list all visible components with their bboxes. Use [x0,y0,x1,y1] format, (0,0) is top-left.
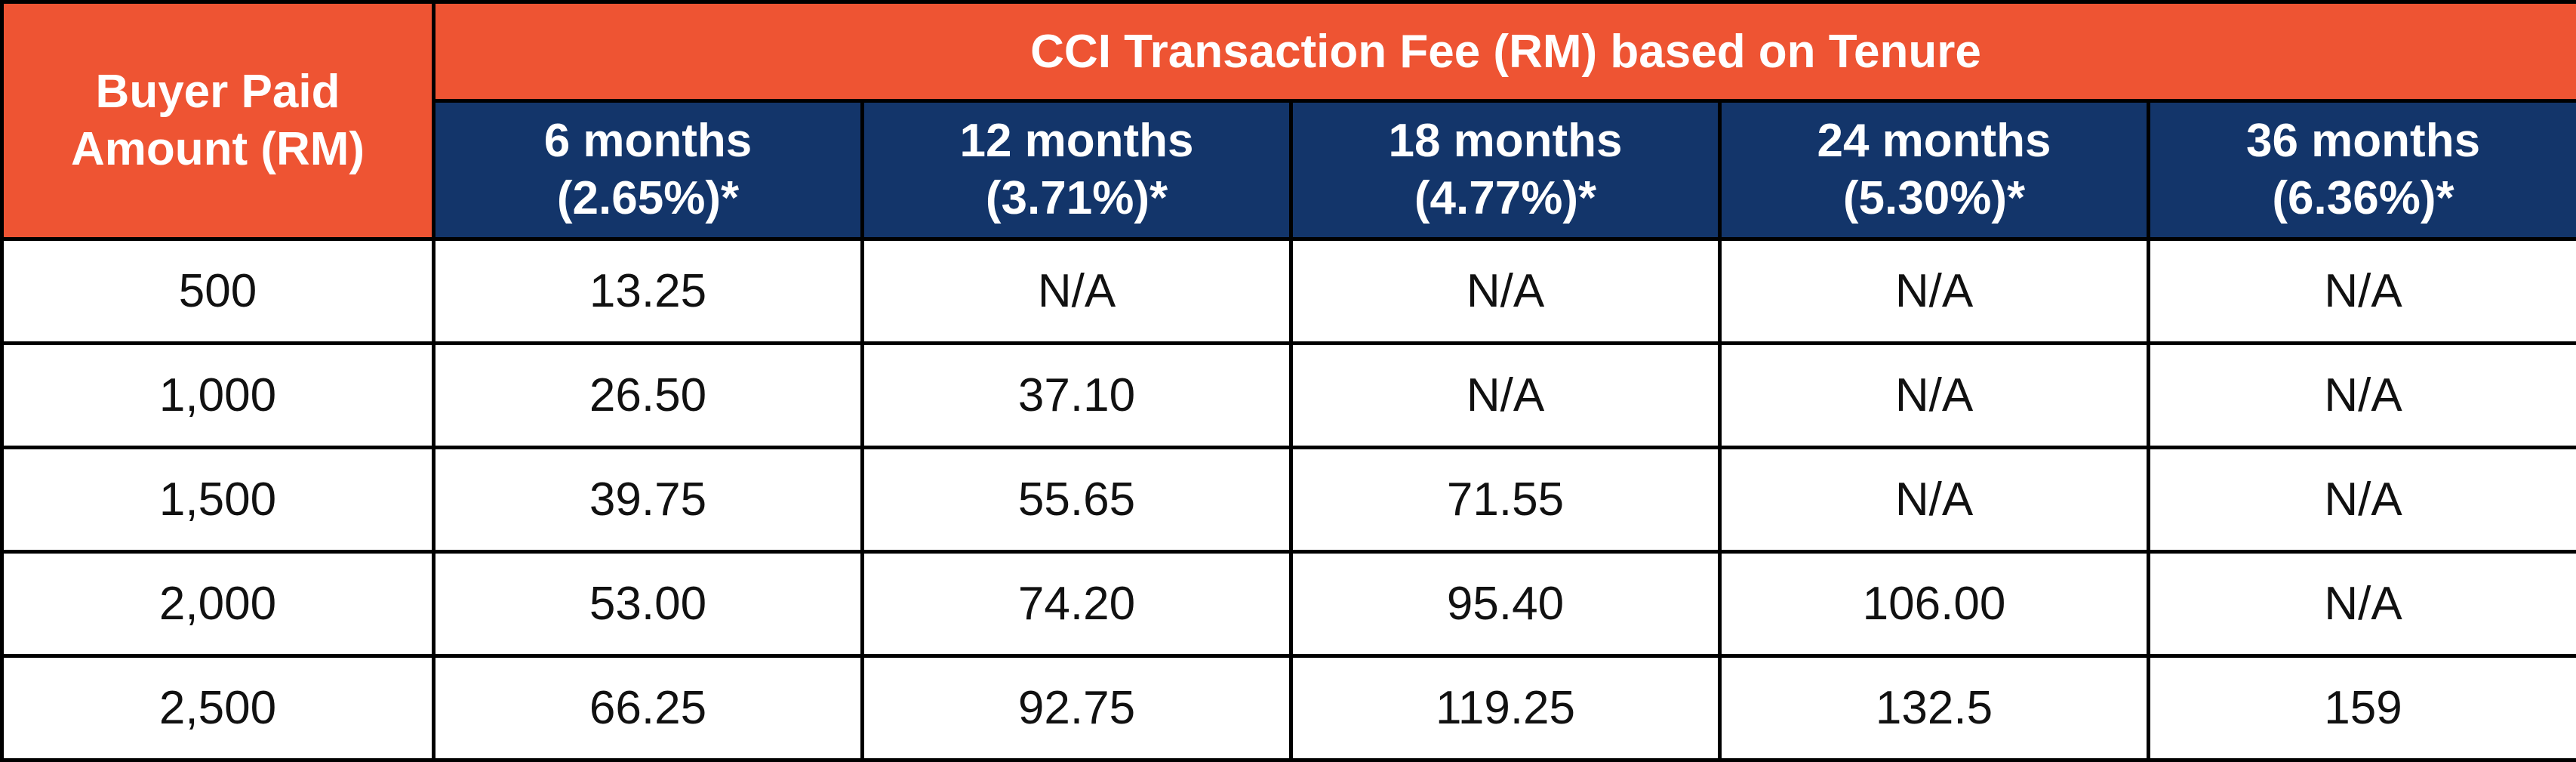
fee-cell: 26.50 [434,344,863,448]
tenure-label: 36 months [2150,113,2576,170]
tenure-group-header: CCI Transaction Fee (RM) based on Tenure [434,2,2576,101]
tenure-header-12: 12 months (3.71%)* [863,101,1291,239]
tenure-rate: (3.71%)* [864,170,1289,227]
table-row: 1,500 39.75 55.65 71.55 N/A N/A [2,448,2576,552]
fee-cell: N/A [2149,448,2576,552]
fee-cell: N/A [2149,344,2576,448]
tenure-rate: (5.30%)* [1722,170,2147,227]
fee-cell: 66.25 [434,656,863,760]
amount-cell: 1,500 [2,448,434,552]
tenure-label: 18 months [1293,113,1718,170]
tenure-label: 6 months [435,113,860,170]
table-row: 2,000 53.00 74.20 95.40 106.00 N/A [2,552,2576,656]
buyer-amount-header: Buyer Paid Amount (RM) [2,2,434,239]
fee-cell: 39.75 [434,448,863,552]
tenure-label: 24 months [1722,113,2147,170]
table-row: 500 13.25 N/A N/A N/A N/A [2,239,2576,344]
fee-cell: N/A [1720,344,2149,448]
fee-cell: 95.40 [1291,552,1720,656]
fee-cell: 159 [2149,656,2576,760]
fee-cell: 71.55 [1291,448,1720,552]
fee-cell: N/A [1291,239,1720,344]
fee-cell: 119.25 [1291,656,1720,760]
amount-cell: 1,000 [2,344,434,448]
fee-cell: 132.5 [1720,656,2149,760]
fee-cell: 106.00 [1720,552,2149,656]
tenure-header-6: 6 months (2.65%)* [434,101,863,239]
table-row: 2,500 66.25 92.75 119.25 132.5 159 [2,656,2576,760]
tenure-header-24: 24 months (5.30%)* [1720,101,2149,239]
fee-cell: N/A [863,239,1291,344]
fee-cell: N/A [2149,239,2576,344]
fee-cell: N/A [1291,344,1720,448]
tenure-rate: (6.36%)* [2150,170,2576,227]
fee-cell: N/A [1720,448,2149,552]
fee-cell: 53.00 [434,552,863,656]
tenure-rate: (4.77%)* [1293,170,1718,227]
buyer-amount-header-line1: Buyer Paid [4,63,432,121]
amount-cell: 500 [2,239,434,344]
amount-cell: 2,000 [2,552,434,656]
fee-cell: 13.25 [434,239,863,344]
fee-cell: 37.10 [863,344,1291,448]
amount-cell: 2,500 [2,656,434,760]
table-row: 1,000 26.50 37.10 N/A N/A N/A [2,344,2576,448]
tenure-header-18: 18 months (4.77%)* [1291,101,1720,239]
buyer-amount-header-line2: Amount (RM) [4,121,432,178]
fee-cell: N/A [2149,552,2576,656]
tenure-rate: (2.65%)* [435,170,860,227]
fee-cell: N/A [1720,239,2149,344]
fee-cell: 92.75 [863,656,1291,760]
header-row-group: Buyer Paid Amount (RM) CCI Transaction F… [2,2,2576,101]
fee-cell: 74.20 [863,552,1291,656]
tenure-header-36: 36 months (6.36%)* [2149,101,2576,239]
fee-cell: 55.65 [863,448,1291,552]
tenure-label: 12 months [864,113,1289,170]
